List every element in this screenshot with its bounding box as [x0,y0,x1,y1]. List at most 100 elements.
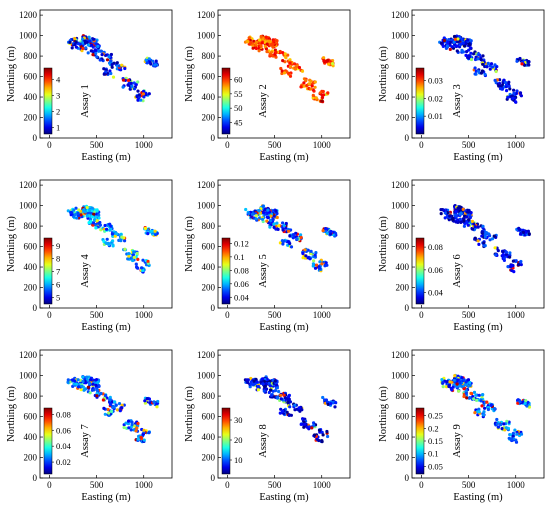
data-point [317,266,322,270]
chart-panel-9: 0 500 1000 0 200 400 600 800 1000 1200 Easting (m)… [378,349,545,503]
data-point [493,63,497,67]
data-point [480,230,484,234]
colorbar-tick-label: 0.02 [56,457,71,467]
data-point [245,378,249,382]
data-point [289,245,294,249]
y-tick-label: 400 [24,432,38,442]
data-point [248,385,252,389]
data-point [263,44,267,48]
x-tick-label: 0 [225,480,230,490]
data-point [126,419,131,423]
data-point [153,229,157,233]
data-point [452,34,457,39]
x-tick-label: 1000 [507,480,526,490]
data-point [281,228,285,232]
data-point [136,266,140,270]
data-point [318,260,322,264]
colorbar-tick-label: 55 [234,89,243,99]
data-point [288,405,292,409]
data-point [329,229,333,234]
data-point [112,405,116,409]
x-axis-label: Easting (m) [81,152,131,163]
data-point [452,378,456,382]
data-point [87,221,91,225]
data-point [141,258,145,262]
colorbar-tick-label: 5 [56,293,60,303]
data-point [473,66,477,70]
data-point [109,59,113,63]
data-point [526,400,530,404]
data-point [254,214,258,218]
data-point [145,61,149,65]
x-tick-label: 1000 [135,140,154,150]
data-point [317,438,321,443]
x-tick-label: 1000 [313,310,332,320]
data-point [447,38,451,42]
y-tick-label: 200 [396,113,410,123]
data-point [136,257,140,261]
data-point [497,84,501,88]
data-point [293,408,297,412]
data-point [506,95,510,99]
data-point [455,384,459,389]
data-point [480,404,484,408]
data-point [288,74,293,78]
data-point [460,37,464,42]
x-axis-label: Easting (m) [259,322,309,333]
data-point [327,62,331,66]
data-point [312,423,316,427]
data-point [506,265,510,269]
x-tick-label: 0 [47,480,52,490]
data-point [95,55,99,59]
data-point [74,382,79,386]
data-point [503,80,508,85]
x-tick-label: 500 [462,140,476,150]
x-tick-label: 1000 [507,140,526,150]
colorbar-tick-label: 0.06 [428,265,443,275]
colorbar-tick-label: 0.08 [428,242,443,252]
data-point [524,230,528,234]
data-point [134,429,138,433]
data-point [467,54,471,58]
y-tick-label: 1200 [391,10,410,20]
data-point [101,398,105,402]
data-point [245,39,249,43]
data-point [95,394,99,398]
colorbar [221,237,231,305]
data-point [286,400,290,404]
data-point [107,55,111,59]
data-point [141,92,145,96]
data-point [468,383,472,388]
data-point [469,51,473,55]
data-point [91,53,95,57]
data-point [118,409,122,413]
data-point [326,91,330,95]
data-point [503,428,507,432]
data-point [469,391,473,395]
data-point [310,84,314,88]
data-point [463,44,467,48]
data-point [114,403,118,407]
data-point [96,380,100,384]
data-point [508,251,512,255]
data-point [68,40,72,45]
data-point [79,213,83,217]
data-point [275,39,279,43]
data-point [458,384,462,388]
data-point [90,206,94,210]
data-point [268,225,272,229]
data-point [84,46,88,50]
data-point [477,393,481,397]
data-point [70,46,74,50]
data-point [110,65,114,69]
chart-panel-1: 0 500 1000 0 200 400 600 800 1000 1200 Easting (m)… [6,9,173,163]
data-point [320,430,324,434]
data-point [325,231,329,235]
data-point [269,393,274,397]
y-tick-label: 200 [396,283,410,293]
data-point [448,380,452,384]
y-tick-label: 800 [24,51,38,61]
data-point [105,227,109,231]
data-point [252,382,256,386]
data-point [321,89,325,94]
